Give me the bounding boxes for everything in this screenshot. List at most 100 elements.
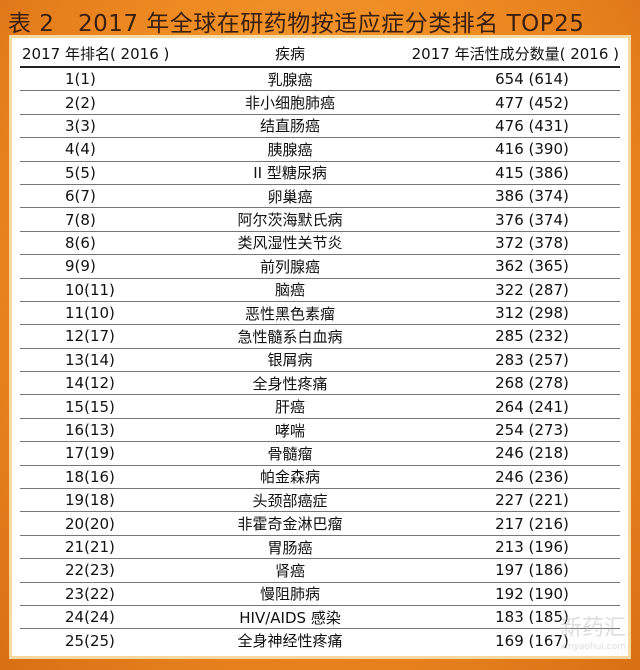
table-row: 24(24) HIV/AIDS 感染 183 (185) [20, 605, 620, 630]
table-row: 5(5) II 型糖尿病 415 (386) [20, 161, 620, 185]
table-row: 17(19) 骨髓瘤 246 (218) [20, 441, 620, 466]
count-cell: 283 (257) [355, 348, 620, 373]
disease-cell: 哮喘 [225, 418, 356, 443]
rank-cell: 11(10) [20, 301, 225, 326]
table-row: 3(3) 结直肠癌 476 (431) [20, 114, 620, 139]
count-cell: 246 (236) [355, 465, 620, 490]
table-row: 21(21) 胃肠癌 213 (196) [20, 535, 620, 560]
table-row: 23(22) 慢阻肺病 192 (190) [20, 582, 620, 606]
disease-cell: 恶性黑色素瘤 [225, 301, 356, 326]
disease-cell: 胃肠癌 [225, 535, 356, 560]
col-disease-header: 疾病 [225, 40, 356, 68]
disease-cell: 全身神经性疼痛 [237, 632, 343, 651]
table-row: 25(25) 全身神经性疼痛 169 (167) [20, 629, 620, 652]
table-row: 7(8) 阿尔茨海默氏病 376 (374) [20, 207, 620, 232]
table-row: 12(17) 急性髓系白血病 285 (232) [20, 324, 620, 349]
count-cell: 477 (452) [355, 90, 620, 115]
rank-cell: 13(14) [20, 348, 225, 373]
table-row: 18(16) 帕金森病 246 (236) [20, 465, 620, 490]
disease-cell: 头颈部癌症 [225, 488, 356, 513]
disease-cell: 前列腺癌 [225, 254, 356, 279]
disease-cell: 类风湿性关节炎 [225, 231, 356, 256]
disease-cell: 银屑病 [225, 348, 356, 373]
rank-cell: 16(13) [20, 418, 225, 443]
rank-cell: 5(5) [20, 161, 225, 185]
table-row: 4(4) 胰腺癌 416 (390) [20, 137, 620, 162]
count-cell: 227 (221) [355, 488, 620, 513]
count-cell: 416 (390) [355, 137, 620, 162]
rank-cell: 9(9) [20, 254, 225, 279]
disease-cell: 帕金森病 [225, 465, 356, 490]
disease-cell: 结直肠癌 [225, 114, 356, 139]
table-row: 2(2) 非小细胞肺癌 477 (452) [20, 90, 620, 115]
col-rank-header: 2017 年排名( 2016 ) [20, 40, 225, 68]
rank-cell: 6(7) [20, 184, 225, 209]
count-cell: 213 (196) [355, 535, 620, 560]
count-cell: 192 (190) [355, 582, 620, 606]
count-cell: 264 (241) [355, 394, 620, 419]
rank-cell: 1(1) [20, 67, 225, 92]
count-cell: 322 (287) [355, 278, 620, 302]
count-cell: 372 (378) [355, 231, 620, 256]
count-cell: 476 (431) [355, 114, 620, 139]
col-count-header: 2017 年活性成分数量( 2016 ) [355, 40, 620, 68]
rank-cell: 18(16) [20, 465, 225, 490]
table-row: 1(1) 乳腺癌 654 (614) [20, 67, 620, 92]
table-panel: 2017 年排名( 2016 ) 疾病 2017 年活性成分数量( 2016 )… [12, 38, 628, 656]
count-cell: 312 (298) [355, 301, 620, 326]
disease-cell: 乳腺癌 [225, 67, 356, 92]
table-row: 9(9) 前列腺癌 362 (365) [20, 254, 620, 279]
disease-cell: 脑癌 [225, 278, 356, 302]
table-row: 10(11) 脑癌 322 (287) [20, 278, 620, 302]
header-row: 2017 年排名( 2016 ) 疾病 2017 年活性成分数量( 2016 ) [20, 40, 620, 68]
rank-cell: 4(4) [20, 137, 225, 162]
rank-cell: 10(11) [20, 278, 225, 302]
disease-cell: 非小细胞肺癌 [225, 90, 356, 115]
disease-cell: 阿尔茨海默氏病 [225, 207, 356, 232]
disease-cell: 全身性疼痛 [225, 371, 356, 396]
ranking-table: 2017 年排名( 2016 ) 疾病 2017 年活性成分数量( 2016 )… [20, 40, 620, 652]
disease-cell: 非霍奇金淋巴瘤 [225, 511, 356, 536]
disease-cell: 慢阻肺病 [225, 582, 356, 606]
count-cell: 217 (216) [355, 511, 620, 536]
count-cell: 415 (386) [355, 161, 620, 185]
rank-cell: 21(21) [20, 535, 225, 560]
rank-cell: 22(23) [20, 558, 225, 583]
rank-cell: 7(8) [20, 207, 225, 232]
table-title: 表 2 2017 年全球在研药物按适应症分类排名 TOP25 [8, 11, 585, 37]
count-cell: 254 (273) [355, 418, 620, 443]
table-row: 15(15) 肝癌 264 (241) [20, 394, 620, 419]
table-row: 8(6) 类风湿性关节炎 372 (378) [20, 231, 620, 256]
table-row: 22(23) 肾癌 197 (186) [20, 558, 620, 583]
rank-cell: 20(20) [20, 511, 225, 536]
disease-cell: 卵巢癌 [225, 184, 356, 209]
rank-cell: 24(24) [20, 605, 225, 630]
table-row: 20(20) 非霍奇金淋巴瘤 217 (216) [20, 511, 620, 536]
rank-cell: 12(17) [20, 324, 225, 349]
count-cell: 386 (374) [355, 184, 620, 209]
watermark-logo: 新药汇 xinyaohui.com [559, 616, 626, 652]
rank-cell: 2(2) [20, 90, 225, 115]
disease-cell: 肝癌 [225, 394, 356, 419]
rank-cell: 8(6) [20, 231, 225, 256]
count-cell: 268 (278) [355, 371, 620, 396]
count-cell: 362 (365) [355, 254, 620, 279]
count-cell: 197 (186) [355, 558, 620, 583]
rank-cell: 23(22) [20, 582, 225, 606]
disease-cell: HIV/AIDS 感染 [225, 605, 356, 630]
rank-cell: 3(3) [20, 114, 225, 139]
count-cell: 376 (374) [355, 207, 620, 232]
rank-cell: 15(15) [20, 394, 225, 419]
count-cell: 169 (167) [495, 631, 569, 650]
rank-cell: 14(12) [20, 371, 225, 396]
disease-cell: 肾癌 [225, 558, 356, 583]
table-row: 14(12) 全身性疼痛 268 (278) [20, 371, 620, 396]
table-row: 16(13) 哮喘 254 (273) [20, 418, 620, 443]
count-cell: 654 (614) [355, 67, 620, 92]
disease-cell: II 型糖尿病 [225, 161, 356, 185]
rank-cell: 19(18) [20, 488, 225, 513]
disease-cell: 急性髓系白血病 [225, 324, 356, 349]
table-row: 11(10) 恶性黑色素瘤 312 (298) [20, 301, 620, 326]
count-cell: 246 (218) [355, 441, 620, 466]
disease-cell: 骨髓瘤 [225, 441, 356, 466]
